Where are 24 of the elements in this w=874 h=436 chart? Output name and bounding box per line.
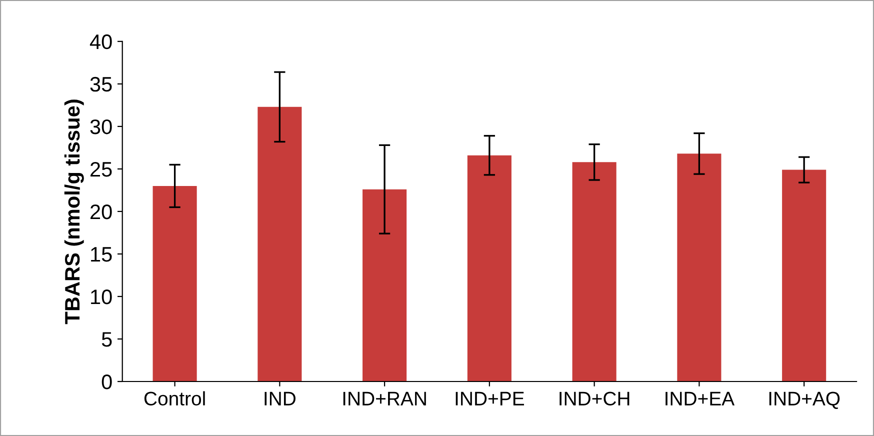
bar bbox=[677, 154, 722, 382]
x-tick-label: IND+AQ bbox=[769, 392, 840, 409]
y-axis-title: TBARS (nmol/g tissue) bbox=[64, 100, 84, 324]
y-tick-label: 0 bbox=[102, 374, 112, 390]
y-tick-label: 40 bbox=[90, 34, 112, 50]
bar bbox=[467, 155, 512, 382]
x-tick-label: IND+RAN bbox=[343, 392, 426, 406]
bar bbox=[362, 189, 407, 382]
bar bbox=[258, 106, 302, 382]
y-tick-label: 5 bbox=[102, 332, 112, 347]
x-tick-label: IND+CH bbox=[560, 392, 630, 406]
y-tick-label: 25 bbox=[90, 162, 112, 177]
bar bbox=[152, 186, 197, 382]
y-tick-label: 10 bbox=[91, 289, 112, 304]
bar bbox=[782, 170, 826, 382]
x-tick-label: IND+PE bbox=[456, 392, 524, 406]
bar bbox=[572, 162, 616, 382]
y-tick-label: 15 bbox=[91, 247, 112, 262]
y-tick-label: 35 bbox=[90, 76, 112, 92]
x-tick-label: IND+EA bbox=[666, 392, 735, 406]
x-tick-label: Control bbox=[144, 391, 205, 406]
x-tick-label: IND bbox=[264, 392, 296, 406]
y-tick-label: 20 bbox=[90, 204, 112, 220]
y-tick-label: 30 bbox=[90, 119, 112, 134]
